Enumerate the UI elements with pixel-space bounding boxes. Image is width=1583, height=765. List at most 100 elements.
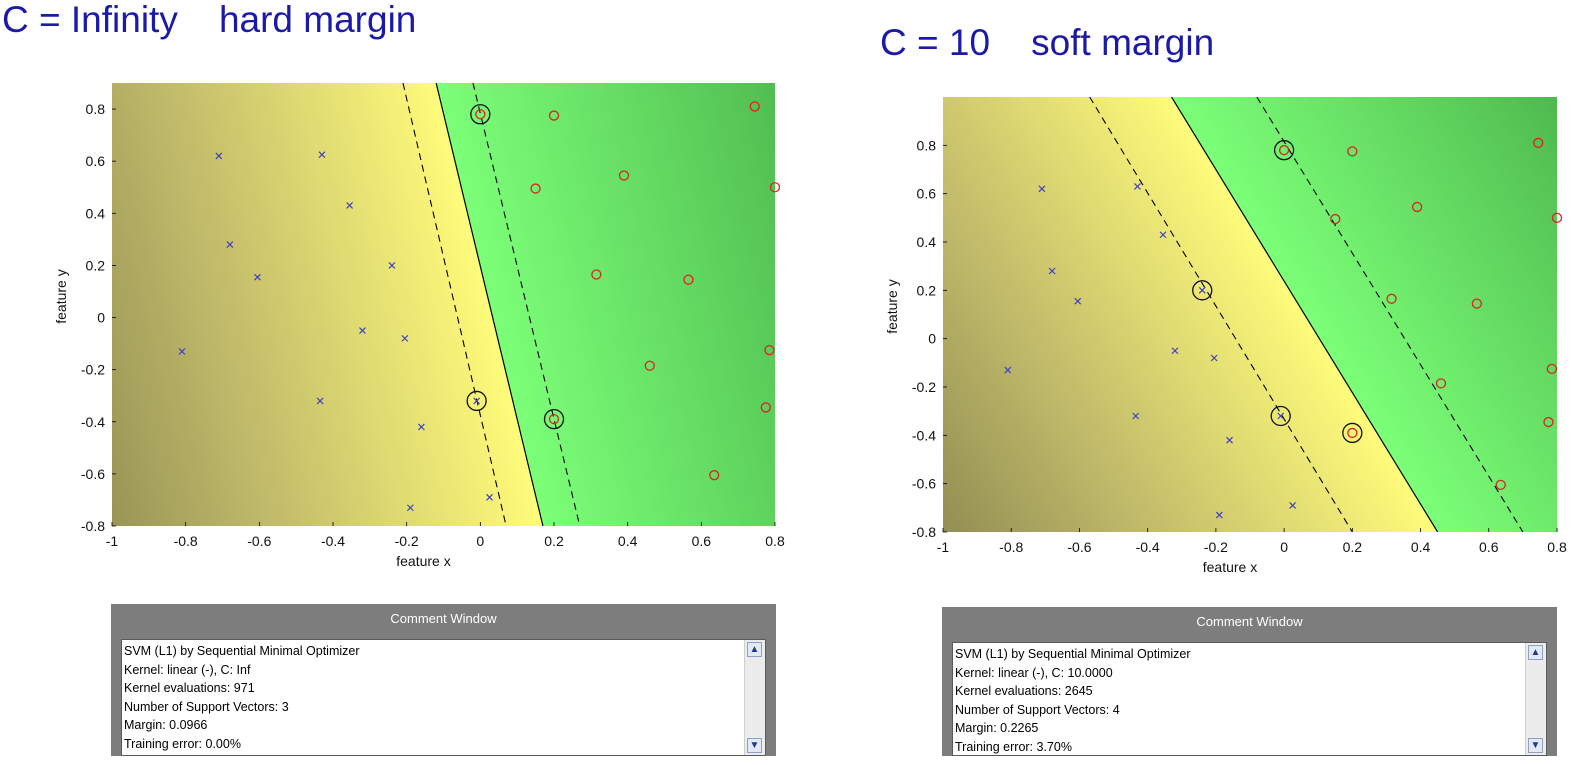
positive-point — [749, 101, 760, 112]
x-tick-label: -1 — [106, 533, 119, 549]
x-axis-label: feature x — [1203, 559, 1257, 575]
y-tick-label: 0.2 — [917, 282, 937, 298]
comment-line-kernel: Kernel: linear (-), C: Inf — [124, 662, 251, 677]
positive-point — [1533, 137, 1544, 149]
positive-point — [591, 269, 602, 280]
x-tick-label: -0.6 — [1067, 539, 1091, 555]
comment-line-algorithm: SVM (L1) by Sequential Minimal Optimizer — [955, 647, 1191, 661]
comment-line-evaluations: Kernel evaluations: 971 — [124, 681, 255, 696]
positive-point — [1546, 363, 1558, 375]
comment-window-header: Comment Window — [1196, 614, 1303, 629]
support-vector-ring — [470, 104, 491, 125]
positive-point — [548, 414, 560, 425]
negative-point — [1074, 297, 1082, 305]
y-tick-label: -0.4 — [81, 414, 105, 430]
y-tick-label: 0 — [97, 310, 105, 326]
positive-class-region — [1171, 97, 1557, 532]
x-tick-label: 0.8 — [765, 533, 785, 549]
negative-point — [1048, 267, 1056, 275]
plot-background — [112, 83, 775, 526]
negative-point — [1289, 501, 1297, 509]
decision-boundary — [435, 83, 544, 526]
negative-point — [406, 504, 414, 512]
margin-line — [1089, 97, 1353, 532]
negative-point — [316, 397, 324, 405]
negative-point — [1215, 511, 1223, 519]
scroll-up-arrow-icon[interactable]: ▲ — [747, 642, 762, 657]
comment-window-body[interactable]: SVM (L1) by Sequential Minimal Optimizer… — [952, 642, 1547, 756]
svm-plot-soft-margin: -1 -0.8 -0.6 -0.4 -0.2 0 0.2 0.4 0.6 0.8-0.8-0.6-… — [884, 97, 1567, 575]
y-tick-label: -0.6 — [81, 466, 105, 482]
positive-point — [644, 360, 655, 371]
negative-point — [318, 151, 326, 159]
scroll-up-arrow-icon[interactable]: ▲ — [1528, 645, 1543, 660]
comment-window-body[interactable]: SVM (L1) by Sequential Minimal Optimizer… — [121, 639, 766, 756]
plot-background — [943, 97, 1557, 532]
comment-window-hard-margin: Comment Window SVM (L1) by Sequential Mi… — [111, 604, 776, 756]
comment-line-margin: Margin: 0.0966 — [124, 718, 208, 733]
x-tick-label: 0.6 — [692, 533, 712, 549]
y-tick-label: 0.2 — [86, 257, 106, 273]
positive-point — [1347, 146, 1358, 157]
negative-point — [254, 273, 261, 281]
positive-point — [618, 170, 630, 181]
comment-line-support-vectors: Number of Support Vectors: 4 — [955, 702, 1120, 717]
x-tick-label: -0.4 — [321, 533, 345, 549]
y-tick-label: -0.8 — [912, 524, 936, 540]
comment-line-margin: Margin: 0.2265 — [955, 721, 1039, 736]
axes: -1 -0.8 -0.6 -0.4 -0.2 0 0.2 0.4 0.6 0.8-0.8-0.6-… — [53, 101, 785, 569]
y-tick-label: 0.4 — [86, 205, 106, 221]
scroll-down-arrow-icon[interactable]: ▼ — [1528, 738, 1543, 753]
comment-line-evaluations: Kernel evaluations: 2645 — [955, 684, 1093, 699]
x-tick-label: 0.2 — [1343, 539, 1363, 555]
positive-point — [1551, 212, 1563, 223]
positive-point — [709, 470, 720, 481]
negative-point — [215, 152, 223, 160]
support-vector-ring — [543, 409, 565, 430]
support-vector-ring — [1342, 422, 1363, 444]
y-tick-label: -0.8 — [81, 518, 105, 534]
positive-point — [1347, 427, 1358, 439]
comment-line-training-error: Training error: 3.70% — [955, 739, 1072, 754]
comment-scrollbar[interactable]: ▲ ▼ — [1525, 643, 1546, 755]
x-tick-label: 0.8 — [1547, 539, 1567, 555]
x-tick-label: -0.6 — [247, 533, 271, 549]
negative-point — [359, 327, 366, 334]
support-vector-ring — [1192, 280, 1213, 301]
negative-point — [486, 493, 493, 501]
negative-point — [401, 334, 409, 342]
y-tick-label: 0.4 — [917, 234, 937, 250]
positive-point — [764, 344, 775, 356]
negative-point — [178, 347, 186, 355]
positive-point — [1330, 213, 1341, 225]
support-vector-ring — [1273, 140, 1295, 161]
positive-class-region — [436, 83, 775, 526]
x-axis-label: feature x — [396, 553, 450, 569]
y-tick-label: -0.6 — [912, 476, 936, 492]
negative-point — [1004, 366, 1012, 374]
negative-point — [1171, 347, 1179, 355]
y-tick-label: 0.6 — [917, 186, 937, 202]
scroll-down-arrow-icon[interactable]: ▼ — [747, 738, 762, 753]
comment-line-training-error: Training error: 0.00% — [124, 736, 241, 751]
positive-point — [1411, 201, 1423, 213]
positive-point — [1435, 378, 1447, 389]
comment-scrollbar[interactable]: ▲ ▼ — [744, 640, 765, 755]
comment-window-soft-margin: Comment Window SVM (L1) by Sequential Mi… — [942, 607, 1557, 756]
x-tick-label: 0.6 — [1479, 539, 1499, 555]
x-tick-label: -1 — [937, 539, 950, 555]
y-tick-label: 0.6 — [86, 153, 106, 169]
negative-point — [1038, 185, 1046, 193]
x-tick-label: -0.2 — [1204, 539, 1228, 555]
negative-point — [1210, 354, 1218, 362]
positive-point — [683, 274, 694, 285]
positive-point — [769, 182, 781, 193]
panel-title-soft-margin: C = 10 soft margin — [880, 22, 1215, 63]
support-vector-ring — [1270, 405, 1291, 427]
negative-point — [1159, 231, 1167, 239]
y-axis-label: feature y — [884, 279, 900, 333]
y-tick-label: 0.8 — [86, 101, 106, 117]
y-axis-label: feature y — [53, 269, 69, 323]
y-tick-label: 0 — [928, 331, 936, 347]
decision-boundary — [1171, 97, 1439, 532]
